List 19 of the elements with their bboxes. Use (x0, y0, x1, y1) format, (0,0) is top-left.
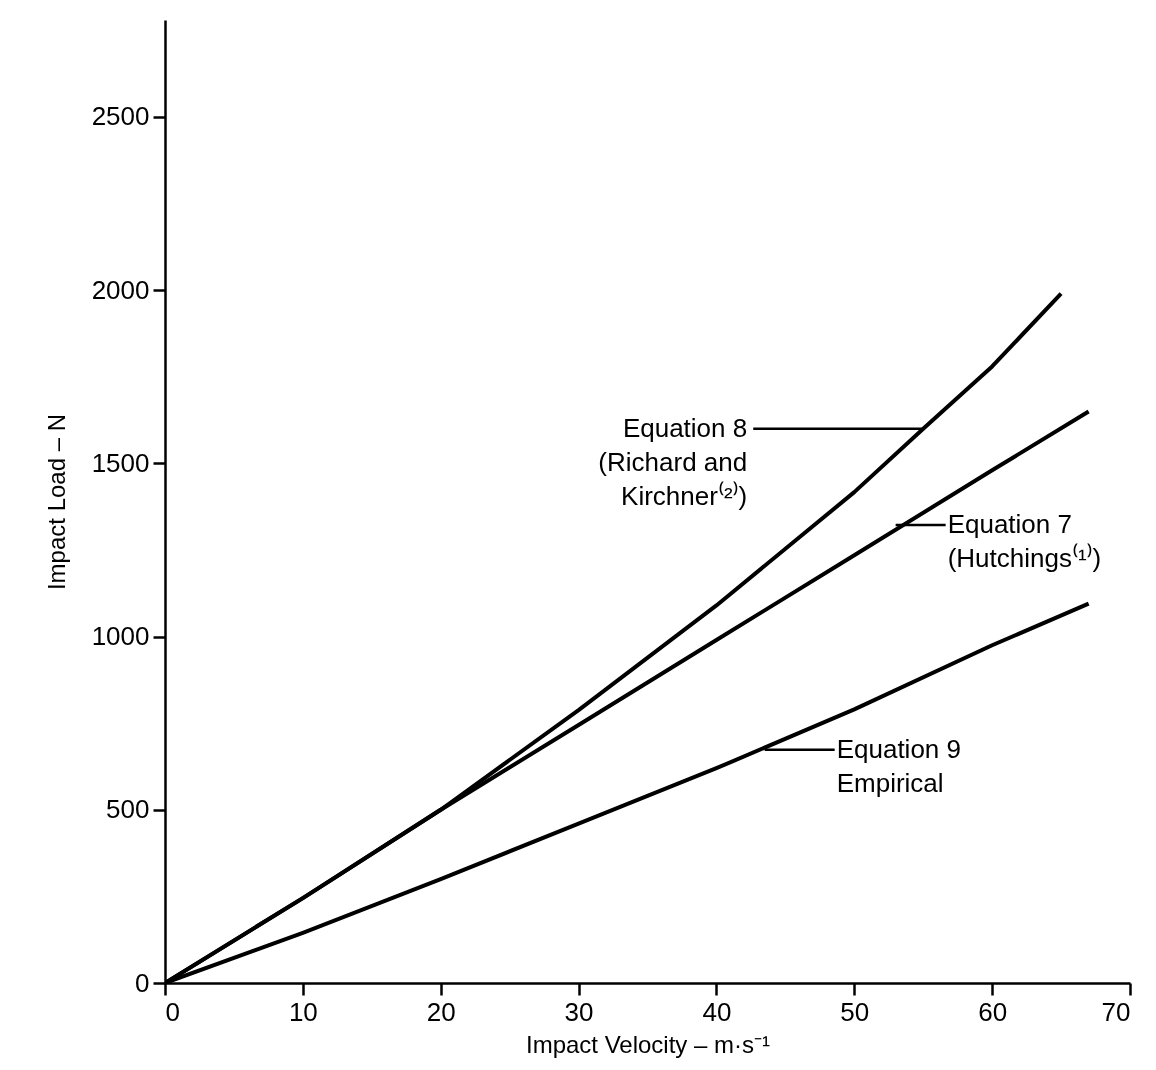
x-tick-label: 10 (288, 996, 318, 1027)
x-tick-label: 70 (1101, 996, 1131, 1027)
annotation: Equation 7 (Hutchings⁽¹⁾) (947, 509, 1102, 574)
x-axis-title: Impact Velocity – m·s⁻¹ (525, 1030, 771, 1058)
y-tick-label: 2500 (91, 101, 150, 132)
y-axis-title: Impact Load – N (42, 413, 70, 591)
x-tick-label: 0 (165, 996, 180, 1027)
x-tick-label: 60 (978, 996, 1008, 1027)
y-tick-label: 1000 (91, 621, 150, 652)
annotation: Equation 9 Empirical (836, 733, 962, 798)
y-tick-label: 1500 (91, 447, 150, 478)
y-tick-label: 2000 (91, 274, 150, 305)
x-tick-label: 40 (702, 996, 732, 1027)
x-tick-label: 30 (564, 996, 594, 1027)
annotation: Equation 8 (Richard and Kirchner⁽²⁾) (598, 412, 748, 511)
y-tick-label: 0 (135, 967, 150, 998)
y-tick-label: 500 (106, 794, 150, 825)
x-tick-label: 50 (840, 996, 870, 1027)
x-tick-label: 20 (426, 996, 456, 1027)
